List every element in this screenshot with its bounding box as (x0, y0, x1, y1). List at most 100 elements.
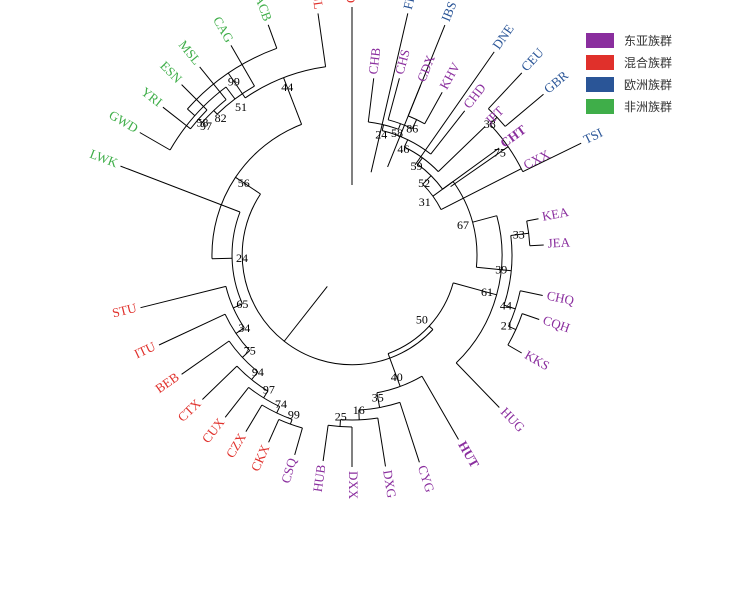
bootstrap-value: 33 (513, 228, 525, 242)
leaf-label-khv: KHV (436, 59, 463, 91)
branch-leaf-7 (440, 168, 522, 211)
branch-leaf-3 (424, 92, 443, 125)
leaf-label-acb: ACB (252, 0, 275, 23)
branch-leaf-23 (202, 365, 238, 400)
leaf-label-stu: STU (111, 300, 139, 321)
leaf-label-hut: HUT (455, 438, 482, 470)
leaf-label-chs: CHS (392, 48, 413, 76)
branch-n33 (283, 77, 303, 125)
branch-leaf-37 (387, 24, 446, 168)
branch-n34 (235, 176, 261, 195)
branch-n15 (339, 419, 341, 427)
bootstrap-value: 95 (0, 0, 6, 3)
leaf-label-gbr: GBR (541, 67, 571, 96)
branch-n9 (508, 325, 517, 331)
branch-n35 (283, 286, 328, 342)
arc-n35 (241, 193, 434, 366)
branch-n23 (251, 371, 259, 380)
leaf-label-lwk: LWK (88, 146, 121, 170)
leaf-label-cxx: CXX (521, 146, 553, 172)
branch-n26 (233, 303, 243, 309)
branch-leaf-8 (526, 218, 539, 222)
leaf-label-msl: MSL (176, 37, 205, 67)
branch-n21 (276, 406, 281, 414)
leaf-label-ctx: CTX (175, 395, 205, 424)
branch-n30 (225, 86, 236, 100)
bootstrap-value: 97 (263, 382, 275, 396)
branch-leaf-4 (430, 110, 466, 155)
tree-branches (0, 0, 582, 467)
bootstrap-value: 25 (335, 410, 347, 424)
bootstrap-value: 68 (0, 0, 6, 3)
branch-leaf-19 (294, 427, 303, 456)
arc-n12 (452, 181, 478, 268)
branch-n17 (376, 392, 381, 408)
leaf-label-cdx: CDX (414, 52, 438, 84)
arc-n33 (244, 66, 326, 99)
branch-n37 (450, 146, 509, 188)
arc-n4 (382, 130, 432, 155)
leaf-label-ibs: IBS (438, 0, 459, 24)
leaf-label-tsi: TSI (581, 125, 605, 147)
bootstrap-value: 59 (411, 159, 423, 173)
branch-leaf-13 (455, 362, 500, 408)
branch-leaf-33 (267, 24, 278, 49)
branch-n22 (263, 390, 269, 399)
branch-n19 (428, 325, 434, 330)
branch-leaf-31 (199, 66, 227, 100)
branch-n12 (472, 215, 497, 223)
bootstrap-value: 86 (406, 122, 418, 136)
leaf-label-dne: DNE (489, 21, 517, 52)
arc-n18 (376, 375, 423, 394)
bootstrap-value: 39 (495, 263, 507, 277)
branch-leaf-36 (370, 13, 409, 173)
arc-n19 (387, 282, 454, 355)
leaf-label-csq: CSQ (278, 456, 300, 485)
arc-n32 (187, 47, 277, 110)
leaf-label-dxg: DXG (380, 469, 399, 499)
branch-n28 (198, 118, 203, 123)
branch-leaf-18 (322, 425, 329, 462)
legend-label-african: 非洲族群 (624, 100, 672, 114)
branch-n10 (503, 304, 516, 310)
leaf-label-fin: FIN (400, 0, 419, 11)
arc-n31 (169, 86, 227, 151)
branch-leaf-27 (120, 165, 241, 213)
branch-leaf-38 (414, 51, 495, 166)
arc-n17 (358, 401, 401, 411)
arc-n34 (211, 123, 302, 259)
bootstrap-value: 52 (418, 176, 430, 190)
leaf-label-hug: HUG (498, 404, 528, 435)
branch-leaf-28 (139, 132, 171, 151)
leaf-label-chb: CHB (365, 46, 383, 75)
arc-n6 (417, 163, 444, 190)
leaf-label-yri: YRI (138, 84, 165, 110)
bootstrap-value: 51 (235, 100, 247, 114)
arc-n26 (225, 286, 245, 329)
legend-label-east-asian: 东亚族群 (624, 34, 672, 48)
bootstrap-value: 24 (236, 251, 248, 265)
leaf-label-beb: BEB (152, 369, 182, 396)
leaf-label-ckx: CKX (248, 442, 273, 474)
bootstrap-value: 58 (196, 115, 208, 129)
bootstrap-value: 24 (375, 128, 387, 142)
bootstrap-value: 82 (215, 111, 227, 125)
bootstrap-value: 61 (481, 285, 493, 299)
branch-leaf-20 (268, 419, 280, 443)
bootstrap-value: 35 (372, 391, 384, 405)
branch-leaf-6 (442, 147, 500, 190)
bootstrap-value: 75 (244, 344, 256, 358)
leaf-label-czx: CZX (223, 430, 250, 461)
legend-swatch-african (586, 99, 614, 114)
bootstrap-value: 74 (275, 397, 287, 411)
branch-n18 (387, 353, 401, 387)
branch-leaf-25 (158, 313, 226, 346)
leaf-label-itu: ITU (132, 338, 159, 361)
leaf-label-jea: JEA (547, 234, 571, 250)
bootstrap-value: 67 (457, 218, 469, 232)
leaf-label-kks: KKS (522, 347, 552, 373)
branch-n36 (489, 116, 498, 125)
branch-n31 (187, 108, 196, 117)
branch-n4 (403, 139, 409, 148)
